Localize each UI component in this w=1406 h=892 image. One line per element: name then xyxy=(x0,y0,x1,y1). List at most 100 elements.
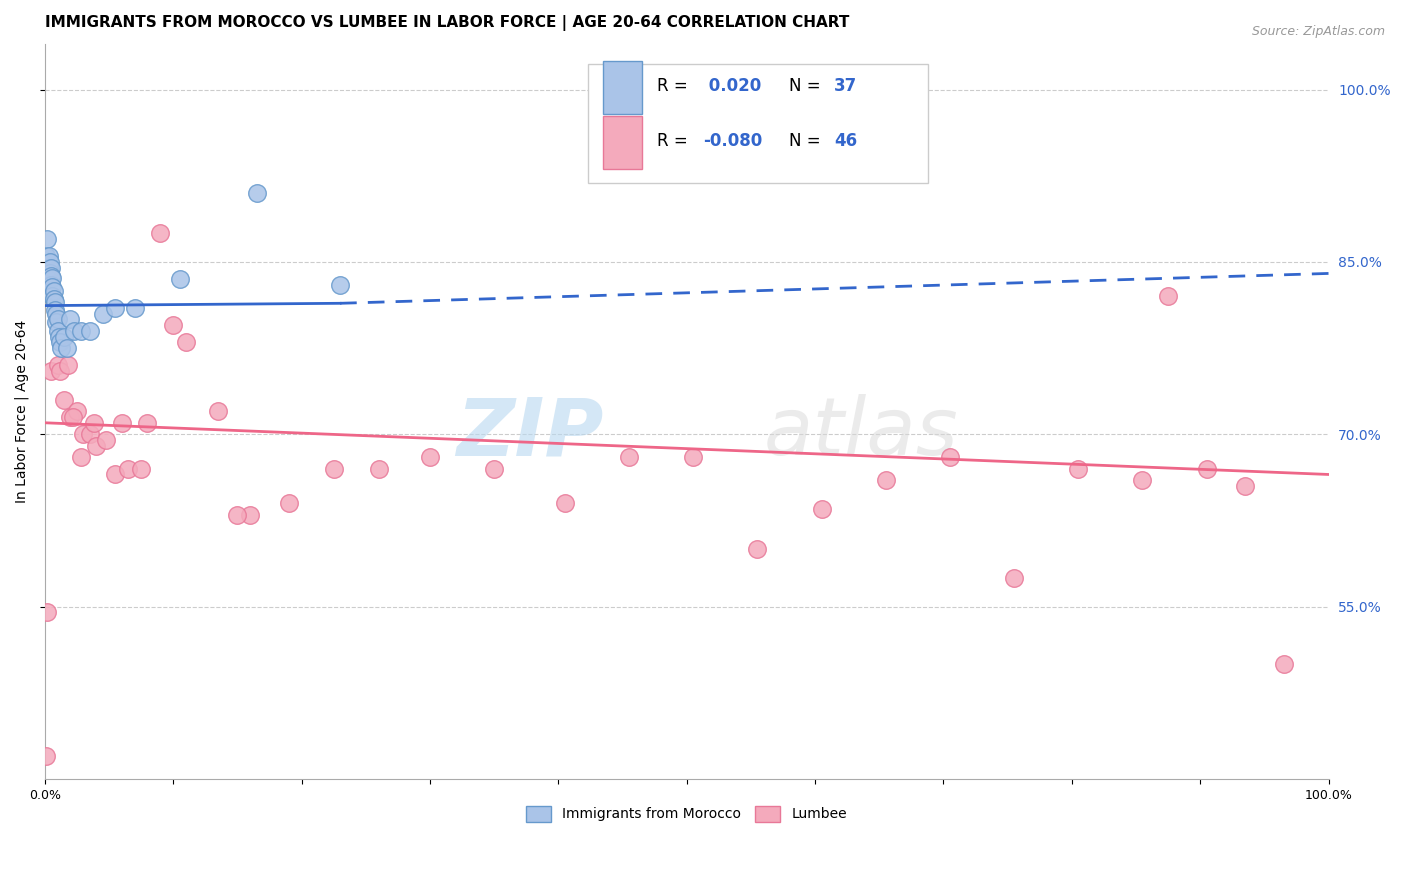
Point xyxy=(39,364,62,378)
Point xyxy=(79,324,101,338)
Point xyxy=(42,284,65,298)
Point xyxy=(111,416,134,430)
Point xyxy=(79,427,101,442)
Point xyxy=(419,450,441,465)
Point xyxy=(617,450,640,465)
Point xyxy=(56,359,79,373)
Point xyxy=(45,315,67,329)
Point xyxy=(37,267,59,281)
Point xyxy=(129,461,152,475)
Point xyxy=(367,461,389,475)
Point xyxy=(37,605,59,619)
Text: N =: N = xyxy=(789,77,827,95)
Point xyxy=(1234,479,1257,493)
Point xyxy=(66,404,89,418)
Point xyxy=(53,392,76,407)
Point xyxy=(46,312,69,326)
Point xyxy=(37,232,59,246)
Point xyxy=(41,271,63,285)
Point xyxy=(62,410,84,425)
Point xyxy=(96,433,118,447)
Text: IMMIGRANTS FROM MOROCCO VS LUMBEE IN LABOR FORCE | AGE 20-64 CORRELATION CHART: IMMIGRANTS FROM MOROCCO VS LUMBEE IN LAB… xyxy=(45,15,849,31)
Point xyxy=(104,301,127,315)
Point xyxy=(38,272,60,286)
Point xyxy=(162,318,184,332)
Point xyxy=(39,267,62,281)
Bar xyxy=(603,61,641,113)
Point xyxy=(59,410,82,425)
Point xyxy=(72,427,94,442)
Point xyxy=(63,324,86,338)
Point xyxy=(322,461,344,475)
Point xyxy=(48,329,70,343)
Text: 0.020: 0.020 xyxy=(703,77,762,95)
Point xyxy=(39,268,62,283)
Y-axis label: In Labor Force | Age 20-64: In Labor Force | Age 20-64 xyxy=(15,319,30,503)
Point xyxy=(329,277,352,292)
Point xyxy=(1272,657,1295,671)
Legend: Immigrants from Morocco, Lumbee: Immigrants from Morocco, Lumbee xyxy=(520,800,852,827)
Point xyxy=(246,186,269,200)
Point xyxy=(810,502,832,516)
Point xyxy=(117,461,139,475)
Point xyxy=(51,341,73,355)
Text: R =: R = xyxy=(657,77,693,95)
Text: 46: 46 xyxy=(834,132,858,150)
Point xyxy=(39,255,62,269)
Point xyxy=(46,324,69,338)
Point xyxy=(59,312,82,326)
Point xyxy=(939,450,962,465)
Point xyxy=(207,404,229,418)
Point xyxy=(84,439,107,453)
Point xyxy=(46,359,69,373)
FancyBboxPatch shape xyxy=(588,64,928,184)
Point xyxy=(875,473,897,487)
Point xyxy=(1195,461,1218,475)
Point xyxy=(55,341,77,355)
Text: -0.080: -0.080 xyxy=(703,132,762,150)
Point xyxy=(49,364,72,378)
Text: ZIP: ZIP xyxy=(456,394,603,473)
Point xyxy=(91,307,114,321)
Point xyxy=(35,748,58,763)
Text: 37: 37 xyxy=(834,77,858,95)
Point xyxy=(69,450,91,465)
Point xyxy=(226,508,249,522)
Point xyxy=(104,467,127,482)
Point xyxy=(38,249,60,263)
Point xyxy=(41,280,63,294)
Point xyxy=(69,324,91,338)
Point xyxy=(169,272,191,286)
Text: R =: R = xyxy=(657,132,693,150)
Point xyxy=(1132,473,1154,487)
Point xyxy=(149,226,172,240)
Point xyxy=(44,303,66,318)
Point xyxy=(239,508,262,522)
Text: atlas: atlas xyxy=(763,394,959,473)
Point xyxy=(83,416,105,430)
Point xyxy=(49,335,72,350)
Point xyxy=(44,295,66,310)
Point xyxy=(124,301,146,315)
Point xyxy=(45,307,67,321)
Point xyxy=(39,260,62,275)
Text: Source: ZipAtlas.com: Source: ZipAtlas.com xyxy=(1251,25,1385,38)
Point xyxy=(39,277,62,292)
Point xyxy=(1067,461,1090,475)
Point xyxy=(682,450,704,465)
Point xyxy=(1002,571,1025,585)
Point xyxy=(42,292,65,306)
Text: N =: N = xyxy=(789,132,827,150)
Point xyxy=(41,289,63,303)
Point xyxy=(747,542,769,557)
Point xyxy=(174,335,197,350)
Point xyxy=(1157,289,1180,303)
Point xyxy=(38,260,60,275)
Point xyxy=(277,496,299,510)
Bar xyxy=(603,116,641,169)
Point xyxy=(35,249,58,263)
Point xyxy=(53,329,76,343)
Point xyxy=(482,461,505,475)
Point xyxy=(136,416,159,430)
Point xyxy=(554,496,576,510)
